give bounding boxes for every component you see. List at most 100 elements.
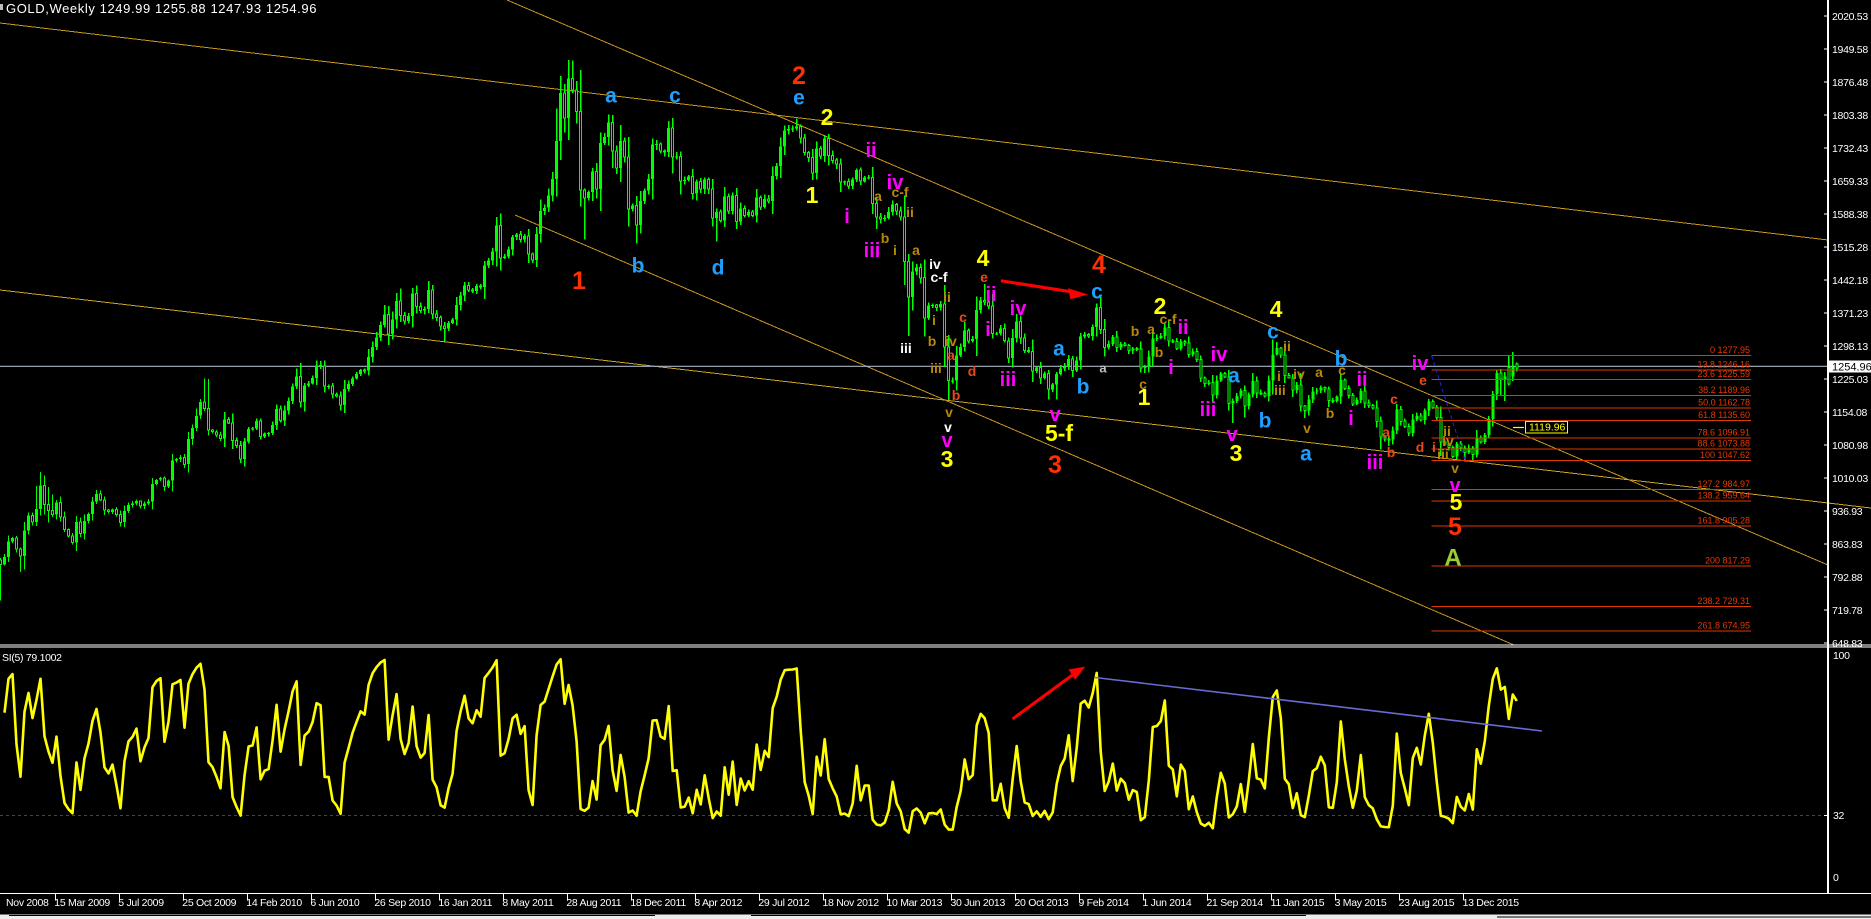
- svg-text:b: b: [881, 230, 890, 246]
- svg-text:138.2 959.64: 138.2 959.64: [1697, 490, 1750, 500]
- svg-text:11 Jan 2015: 11 Jan 2015: [1271, 897, 1325, 909]
- svg-text:4: 4: [1092, 251, 1106, 279]
- svg-text:c: c: [1267, 321, 1279, 344]
- svg-text:1 Jun 2014: 1 Jun 2014: [1143, 897, 1192, 909]
- svg-text:d: d: [968, 363, 977, 379]
- svg-text:i: i: [1277, 368, 1281, 384]
- svg-text:iii: iii: [1274, 382, 1286, 398]
- svg-text:13.8 1246.16: 13.8 1246.16: [1697, 360, 1750, 370]
- svg-text:100: 100: [1833, 650, 1850, 662]
- svg-text:e: e: [793, 87, 805, 110]
- svg-text:c-f: c-f: [930, 269, 947, 285]
- svg-text:i: i: [1168, 357, 1174, 379]
- svg-text:iii: iii: [1200, 399, 1217, 421]
- svg-text:3 May 2015: 3 May 2015: [1335, 897, 1387, 909]
- svg-text:18 Nov 2012: 18 Nov 2012: [823, 897, 880, 909]
- svg-text:v: v: [944, 419, 952, 435]
- svg-text:ii: ii: [865, 140, 876, 162]
- svg-text:1119.96: 1119.96: [1529, 422, 1566, 434]
- svg-text:1: 1: [572, 267, 586, 295]
- svg-text:v: v: [945, 404, 953, 420]
- svg-text:32: 32: [1833, 810, 1845, 822]
- svg-text:iv: iv: [1010, 298, 1028, 320]
- svg-text:b: b: [1259, 410, 1272, 433]
- svg-text:iv: iv: [929, 256, 941, 272]
- svg-text:1659.33: 1659.33: [1832, 176, 1868, 188]
- svg-text:23 Aug 2015: 23 Aug 2015: [1399, 897, 1455, 909]
- svg-text:a: a: [1147, 321, 1155, 337]
- svg-text:ii: ii: [1177, 317, 1188, 339]
- svg-text:261.8 674.95: 261.8 674.95: [1697, 621, 1750, 631]
- svg-text:38.2 1189.96: 38.2 1189.96: [1698, 385, 1750, 395]
- svg-text:14 Feb 2010: 14 Feb 2010: [246, 897, 302, 909]
- svg-text:238.2 729.31: 238.2 729.31: [1697, 596, 1750, 606]
- svg-text:a: a: [605, 85, 617, 108]
- svg-text:78.6 1096.91: 78.6 1096.91: [1697, 428, 1750, 438]
- svg-text:792.88: 792.88: [1832, 572, 1863, 584]
- svg-text:ii: ii: [985, 284, 996, 306]
- svg-text:iii: iii: [1000, 369, 1017, 391]
- svg-text:0: 0: [1833, 872, 1839, 884]
- svg-text:1803.38: 1803.38: [1832, 110, 1868, 122]
- svg-text:5: 5: [1448, 513, 1462, 541]
- svg-text:c-f: c-f: [891, 184, 908, 200]
- svg-text:a: a: [1382, 424, 1390, 440]
- svg-text:b: b: [1131, 323, 1140, 339]
- svg-text:88.6 1073.88: 88.6 1073.88: [1697, 438, 1750, 448]
- svg-text:2: 2: [1154, 293, 1167, 319]
- svg-text:4: 4: [977, 245, 990, 271]
- svg-text:1225.03: 1225.03: [1832, 374, 1868, 386]
- svg-text:1588.38: 1588.38: [1832, 209, 1868, 221]
- svg-text:b: b: [928, 333, 937, 349]
- svg-text:v: v: [1449, 475, 1461, 497]
- svg-text:b: b: [1387, 444, 1396, 460]
- svg-text:1515.28: 1515.28: [1832, 242, 1868, 254]
- svg-text:c: c: [669, 85, 681, 108]
- svg-text:8 May 2011: 8 May 2011: [502, 897, 554, 909]
- svg-text:b: b: [632, 255, 645, 278]
- svg-text:c: c: [1338, 362, 1346, 378]
- svg-text:i: i: [1348, 408, 1354, 430]
- svg-text:5-f: 5-f: [1045, 420, 1073, 446]
- svg-text:iv: iv: [1211, 344, 1229, 366]
- svg-text:648.83: 648.83: [1832, 638, 1863, 650]
- svg-text:1442.18: 1442.18: [1832, 275, 1868, 287]
- svg-text:a: a: [874, 188, 882, 204]
- svg-text:SI(5) 79.1002: SI(5) 79.1002: [2, 652, 62, 664]
- svg-text:ii: ii: [1283, 338, 1291, 354]
- svg-text:127.2 984.97: 127.2 984.97: [1697, 479, 1750, 489]
- svg-text:a: a: [1300, 443, 1312, 466]
- svg-text:b: b: [1335, 348, 1348, 371]
- svg-text:i: i: [1432, 439, 1436, 455]
- svg-text:a: a: [912, 242, 920, 258]
- svg-text:1732.43: 1732.43: [1832, 143, 1868, 155]
- svg-text:13 Dec 2015: 13 Dec 2015: [1463, 897, 1520, 909]
- svg-text:b: b: [1326, 405, 1335, 421]
- svg-text:1371.23: 1371.23: [1832, 308, 1868, 320]
- svg-text:v: v: [1303, 420, 1311, 436]
- svg-text:v: v: [941, 430, 953, 452]
- svg-text:e: e: [980, 269, 988, 285]
- svg-text:iii: iii: [1367, 452, 1384, 474]
- svg-text:b: b: [1155, 344, 1164, 360]
- svg-text:26 Sep 2010: 26 Sep 2010: [374, 897, 431, 909]
- svg-text:50.0 1162.78: 50.0 1162.78: [1698, 398, 1750, 408]
- svg-text:v: v: [1049, 404, 1061, 426]
- svg-text:15 Mar 2009: 15 Mar 2009: [54, 897, 110, 909]
- svg-text:iv: iv: [1442, 433, 1454, 449]
- svg-text:iv: iv: [887, 172, 905, 194]
- svg-text:25 Oct 2009: 25 Oct 2009: [182, 897, 236, 909]
- svg-text:100 1047.62: 100 1047.62: [1700, 450, 1750, 460]
- svg-text:5 Jul 2009: 5 Jul 2009: [118, 897, 164, 909]
- svg-text:ii: ii: [1356, 369, 1367, 391]
- svg-text:e: e: [1419, 372, 1427, 388]
- svg-text:1080.98: 1080.98: [1832, 440, 1868, 452]
- svg-text:d: d: [712, 257, 725, 280]
- svg-text:i: i: [893, 242, 897, 258]
- svg-text:863.83: 863.83: [1832, 539, 1863, 551]
- svg-text:1949.58: 1949.58: [1832, 44, 1868, 56]
- svg-text:c-f: c-f: [1159, 311, 1176, 327]
- svg-text:i: i: [985, 319, 991, 341]
- svg-text:a: a: [1315, 364, 1323, 380]
- svg-text:Nov 2008: Nov 2008: [6, 897, 49, 909]
